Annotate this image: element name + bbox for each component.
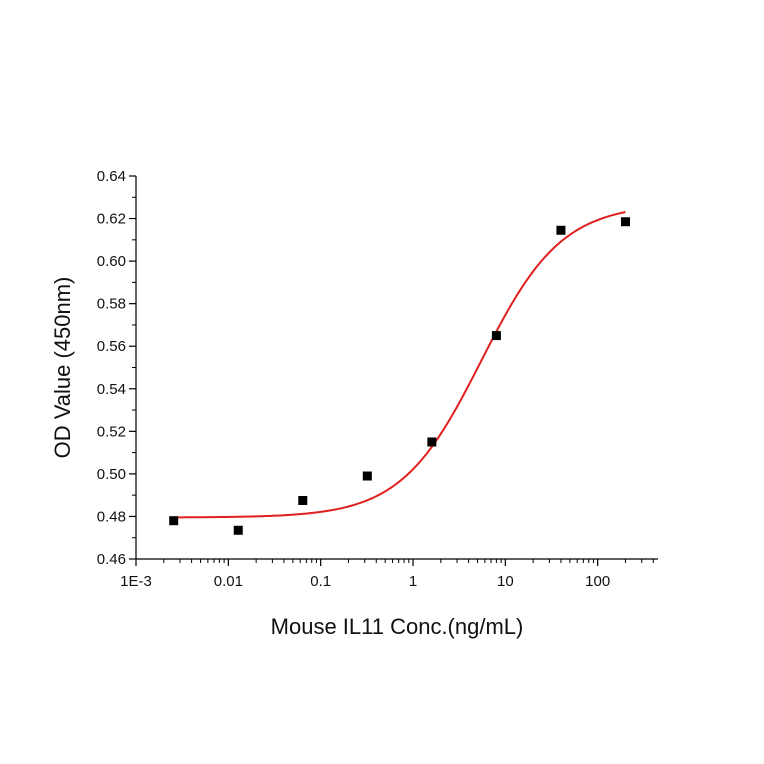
y-tick-label: 0.58 (97, 296, 126, 313)
y-tick-label: 0.64 (97, 168, 126, 185)
data-point (556, 225, 566, 235)
y-tick-label: 0.56 (97, 338, 126, 355)
data-point (491, 331, 501, 341)
y-tick-label: 0.48 (97, 508, 126, 525)
y-tick-label: 0.54 (97, 381, 126, 398)
data-point (233, 525, 243, 535)
data-point (427, 437, 437, 447)
y-tick-label: 0.60 (97, 253, 126, 270)
axes: 1E-3 0.01 0.1 1 10 100 0.460.480.500.520.540.… (97, 168, 658, 590)
data-point (298, 495, 308, 505)
y-tick-label: 0.50 (97, 466, 126, 483)
x-tick-label: 1 (409, 573, 417, 590)
x-axis-ticks: 1E-3 0.01 0.1 1 10 100 (120, 559, 654, 590)
x-tick-label: 10 (497, 573, 514, 590)
x-tick-label: 0.1 (310, 573, 331, 590)
x-tick-label: 0.01 (214, 573, 243, 590)
y-axis-ticks: 0.46 0.48 0.50 0.52 0.54 0.56 0.58 0.60 0.62 0.64 (97, 168, 136, 568)
y-tick-label: 0.62 (97, 211, 126, 228)
y-tick-label: 0.52 (97, 423, 126, 440)
x-tick-label: 1E-3 (120, 573, 152, 590)
fit-curve (173, 211, 626, 519)
data-point (169, 516, 179, 526)
x-axis-title: Mouse IL11 Conc.(ng/mL) (271, 614, 524, 639)
data-point (620, 217, 630, 227)
y-tick-label: 0.46 (97, 551, 126, 568)
data-points (169, 217, 630, 535)
x-tick-label: 100 (585, 573, 610, 590)
data-point (362, 471, 372, 481)
y-axis-title: OD Value (450nm) (50, 277, 75, 459)
